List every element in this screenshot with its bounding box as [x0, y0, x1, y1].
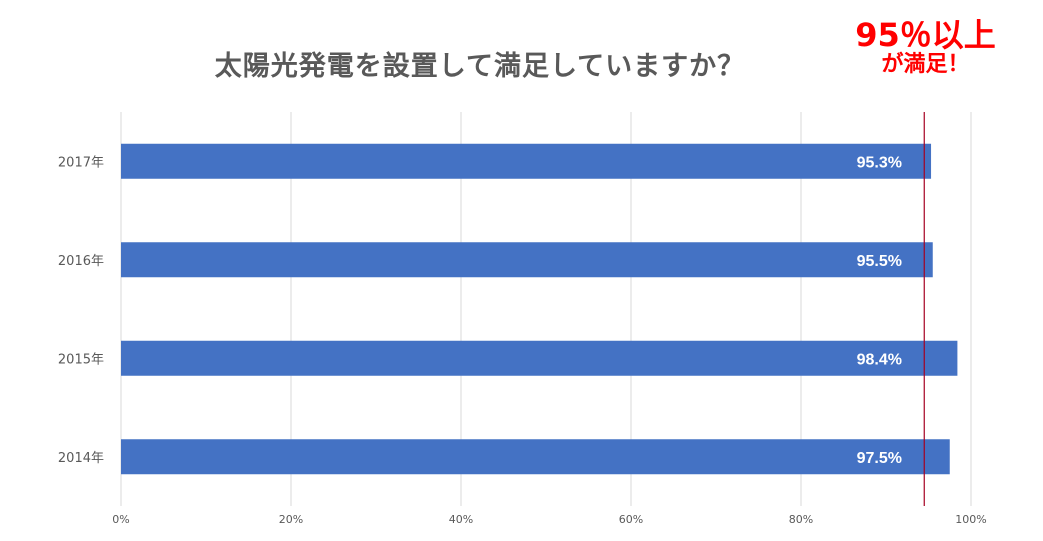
x-tick-label: 60%: [619, 513, 643, 526]
x-tick-label: 0%: [112, 513, 129, 526]
bar: [121, 340, 958, 376]
bar: [121, 242, 933, 278]
callout-annotation: 95％以上 が満足！: [838, 16, 1013, 78]
category-label: 2015年: [58, 352, 104, 367]
x-tick-label: 40%: [449, 513, 473, 526]
category-label: 2014年: [58, 451, 104, 466]
data-label: 95.3%: [857, 154, 902, 171]
callout-line-1: 95％以上: [855, 16, 996, 54]
bar: [121, 143, 932, 179]
data-label: 95.5%: [857, 253, 902, 270]
chart-title: 太陽光発電を設置して満足していますか？: [214, 51, 746, 82]
callout-line-2: が満足！: [881, 52, 970, 78]
data-label: 97.5%: [857, 450, 902, 467]
data-label: 98.4%: [857, 351, 902, 368]
x-tick-label: 20%: [279, 513, 303, 526]
category-label: 2016年: [58, 254, 104, 269]
category-label: 2017年: [58, 155, 104, 170]
bar: [121, 439, 950, 475]
x-tick-label: 100%: [955, 513, 986, 526]
x-tick-label: 80%: [789, 513, 813, 526]
